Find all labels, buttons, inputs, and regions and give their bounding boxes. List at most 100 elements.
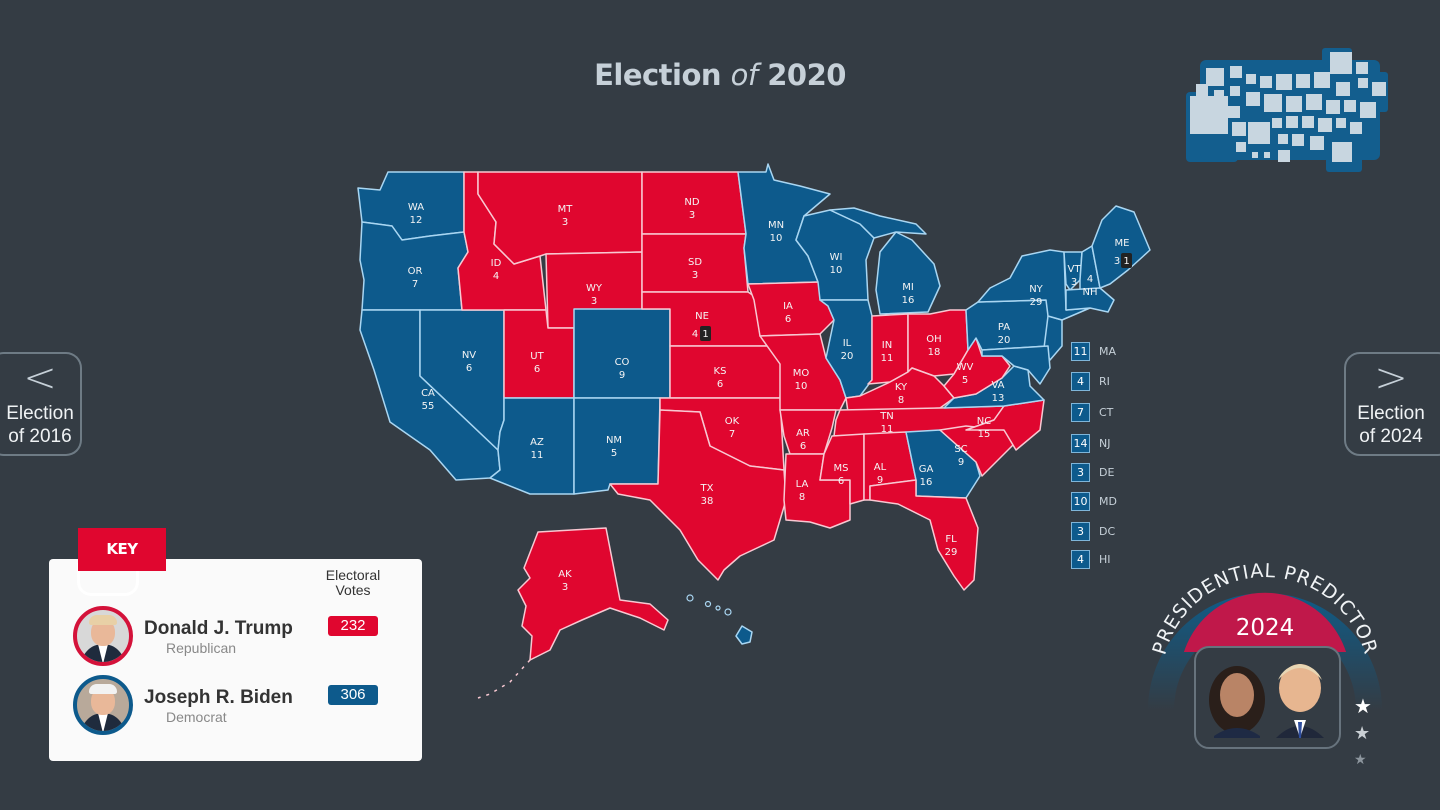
votes-box: 10 <box>1071 491 1090 511</box>
small-state-hi[interactable]: 4 HI <box>1071 549 1111 569</box>
svg-text:IN: IN <box>882 340 892 351</box>
small-state-nj[interactable]: 14 NJ <box>1071 433 1110 453</box>
svg-text:NE: NE <box>695 311 709 322</box>
state-code: MA <box>1099 344 1117 358</box>
svg-text:4: 4 <box>692 329 698 340</box>
state-me[interactable] <box>1091 205 1151 289</box>
avatar-trump <box>73 606 133 666</box>
state-code: MD <box>1099 494 1117 508</box>
state-co[interactable] <box>573 308 671 399</box>
svg-text:6: 6 <box>717 379 723 390</box>
svg-text:UT: UT <box>530 351 544 362</box>
electoral-votes-badge: 306 <box>328 685 378 705</box>
small-state-de[interactable]: 3 DE <box>1071 462 1114 482</box>
ev-header-line1: Electoral <box>325 567 381 583</box>
svg-text:3: 3 <box>591 296 597 307</box>
state-nm[interactable] <box>573 397 661 495</box>
candidate-party: Democrat <box>166 709 227 725</box>
svg-text:GA: GA <box>919 464 934 475</box>
svg-text:ME: ME <box>1115 238 1130 249</box>
svg-text:10: 10 <box>830 265 843 276</box>
svg-text:12: 12 <box>410 215 423 226</box>
prev-election-button[interactable]: < Election of 2016 <box>0 352 82 456</box>
state-code: CT <box>1099 405 1114 419</box>
state-fl[interactable] <box>869 479 979 591</box>
logo-square-map-icon[interactable] <box>1186 46 1396 176</box>
svg-text:KS: KS <box>714 366 727 377</box>
state-hi[interactable] <box>735 625 753 645</box>
state-code: NJ <box>1099 436 1111 450</box>
svg-text:VA: VA <box>991 380 1004 391</box>
svg-text:TN: TN <box>879 411 894 422</box>
svg-text:CO: CO <box>615 357 630 368</box>
svg-text:10: 10 <box>770 233 783 244</box>
state-ak[interactable] <box>517 527 669 661</box>
svg-text:3: 3 <box>689 210 695 221</box>
small-state-md[interactable]: 10 MD <box>1071 491 1117 511</box>
svg-text:7: 7 <box>412 279 418 290</box>
prev-label-line1: Election <box>6 403 74 424</box>
key-panel: Electoral Votes Donald J. Trump Republic… <box>49 559 422 761</box>
svg-text:3: 3 <box>692 270 698 281</box>
svg-text:11: 11 <box>531 450 544 461</box>
svg-text:WY: WY <box>586 283 603 294</box>
svg-text:AR: AR <box>796 428 810 439</box>
state-md-de[interactable] <box>981 345 1051 385</box>
state-ny[interactable] <box>977 249 1091 321</box>
state-pa[interactable] <box>965 299 1057 351</box>
state-code: DE <box>1099 465 1115 479</box>
candidate-name: Joseph R. Biden <box>144 687 293 708</box>
svg-text:VT: VT <box>1068 264 1082 275</box>
svg-text:CA: CA <box>421 388 435 399</box>
state-tx[interactable] <box>609 409 787 581</box>
svg-text:29: 29 <box>1030 297 1043 308</box>
svg-text:38: 38 <box>701 496 714 507</box>
state-mi[interactable] <box>875 231 941 315</box>
chevron-left-icon: < <box>23 355 57 401</box>
state-mi-upper[interactable] <box>829 207 927 239</box>
svg-text:FL: FL <box>945 534 957 545</box>
title-year: 2020 <box>767 58 846 92</box>
title-prefix: Election <box>594 58 722 92</box>
svg-text:IA: IA <box>783 301 793 312</box>
small-state-dc[interactable]: 3 DC <box>1071 521 1115 541</box>
svg-text:ID: ID <box>491 258 502 269</box>
small-state-ma[interactable]: 11 MA <box>1071 341 1116 361</box>
votes-box: 4 <box>1071 549 1090 569</box>
state-nc[interactable] <box>965 399 1045 451</box>
presidential-predictor-badge[interactable]: PRESIDENTIAL PREDICTOR 2024 <box>1140 560 1390 760</box>
svg-text:16: 16 <box>902 295 915 306</box>
electoral-votes-badge: 232 <box>328 616 378 636</box>
avatar-biden <box>73 675 133 735</box>
prev-label-line2: of 2016 <box>8 426 72 447</box>
star-icon: ★ <box>1354 751 1367 767</box>
svg-text:AZ: AZ <box>530 437 544 448</box>
svg-text:6: 6 <box>800 441 806 452</box>
svg-text:6: 6 <box>785 314 791 325</box>
small-state-ri[interactable]: 4 RI <box>1071 371 1110 391</box>
next-election-button[interactable]: > Election of 2024 <box>1344 352 1440 456</box>
svg-text:1: 1 <box>1123 256 1129 267</box>
svg-text:11: 11 <box>881 353 894 364</box>
svg-text:OH: OH <box>926 334 941 345</box>
svg-text:3: 3 <box>562 582 568 593</box>
svg-text:IL: IL <box>843 338 852 349</box>
svg-text:LA: LA <box>796 479 809 490</box>
ev-header-line2: Votes <box>335 582 371 598</box>
state-vt[interactable] <box>1063 251 1083 291</box>
key-tab: KEY <box>78 528 166 571</box>
chevron-right-icon: > <box>1374 355 1408 401</box>
svg-text:OR: OR <box>408 266 423 277</box>
small-state-ct[interactable]: 7 CT <box>1071 402 1113 422</box>
svg-text:55: 55 <box>422 401 435 412</box>
state-code: DC <box>1099 524 1116 538</box>
svg-text:11: 11 <box>881 424 894 435</box>
svg-text:NV: NV <box>462 350 476 361</box>
next-election-label: Election of 2024 <box>1346 402 1440 448</box>
prev-election-label: Election of 2016 <box>0 402 80 448</box>
state-mt[interactable] <box>477 171 643 265</box>
svg-text:6: 6 <box>534 364 540 375</box>
votes-box: 11 <box>1071 341 1090 361</box>
next-label-line1: Election <box>1357 403 1425 424</box>
